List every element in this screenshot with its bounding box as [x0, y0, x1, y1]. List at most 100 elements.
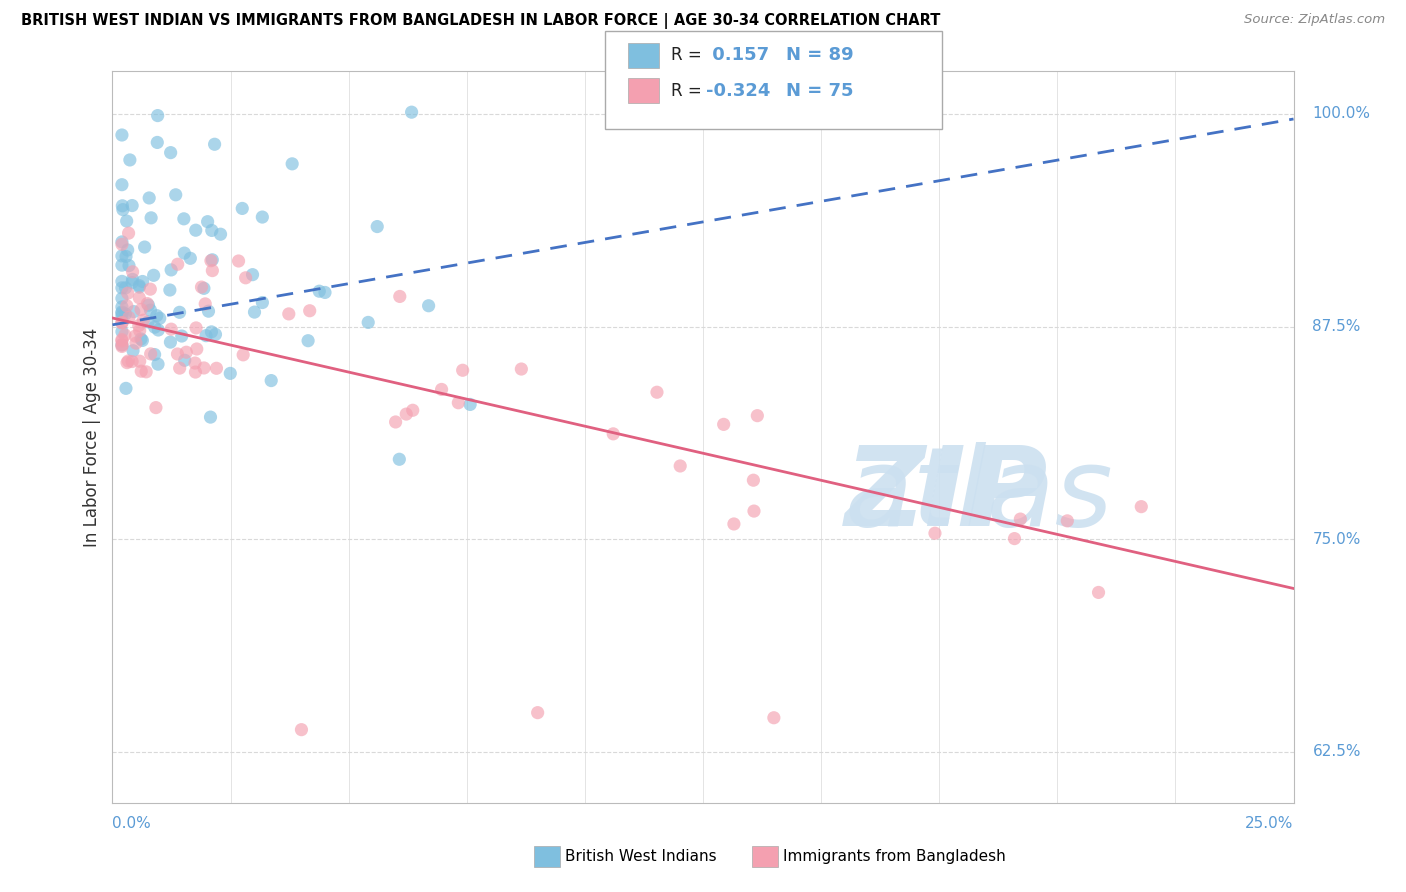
- Point: [176, 345, 198, 359]
- Point: [139, 282, 162, 296]
- Point: [118, 259, 141, 273]
- Point: [111, 291, 134, 305]
- Point: [195, 328, 218, 343]
- Point: [173, 211, 195, 226]
- Point: [128, 291, 150, 305]
- Point: [138, 191, 160, 205]
- Point: [204, 137, 226, 152]
- Point: [111, 178, 134, 192]
- Point: [1010, 512, 1032, 526]
- Point: [1004, 532, 1026, 546]
- Point: [129, 364, 152, 378]
- Text: 0.0%: 0.0%: [112, 816, 152, 831]
- Point: [742, 473, 765, 487]
- Point: [115, 299, 138, 313]
- Text: British West Indians: British West Indians: [565, 849, 717, 863]
- Point: [129, 332, 152, 346]
- Point: [111, 281, 134, 295]
- Point: [232, 348, 254, 362]
- Point: [111, 310, 134, 324]
- Point: [384, 415, 406, 429]
- Point: [1056, 514, 1078, 528]
- Point: [136, 315, 159, 329]
- Point: [231, 202, 253, 216]
- Point: [228, 254, 250, 268]
- Point: [197, 215, 219, 229]
- Text: BRITISH WEST INDIAN VS IMMIGRANTS FROM BANGLADESH IN LABOR FORCE | AGE 30-34 COR: BRITISH WEST INDIAN VS IMMIGRANTS FROM B…: [21, 13, 941, 29]
- Point: [139, 211, 162, 225]
- Point: [184, 356, 207, 370]
- Point: [260, 374, 283, 388]
- Point: [118, 153, 141, 167]
- Point: [143, 347, 166, 361]
- Point: [298, 303, 321, 318]
- Point: [166, 257, 188, 271]
- Point: [139, 303, 162, 318]
- Point: [117, 226, 139, 240]
- Point: [1087, 585, 1109, 599]
- Point: [128, 278, 150, 293]
- Point: [451, 363, 474, 377]
- Point: [252, 210, 274, 224]
- Point: [143, 320, 166, 334]
- Point: [114, 328, 136, 343]
- Point: [388, 289, 411, 303]
- Point: [314, 285, 336, 300]
- Point: [924, 526, 946, 541]
- Point: [219, 367, 242, 381]
- Point: [145, 309, 167, 323]
- Point: [111, 334, 134, 348]
- Point: [169, 305, 191, 319]
- Point: [111, 199, 134, 213]
- Point: [117, 286, 139, 301]
- Text: N = 89: N = 89: [786, 46, 853, 64]
- Point: [179, 252, 201, 266]
- Point: [122, 304, 145, 318]
- Point: [510, 362, 533, 376]
- Point: [111, 305, 134, 319]
- Point: [128, 318, 150, 333]
- Point: [252, 295, 274, 310]
- Point: [308, 284, 330, 298]
- Point: [115, 381, 138, 395]
- Point: [742, 504, 765, 518]
- Point: [128, 354, 150, 368]
- Point: [713, 417, 735, 432]
- Point: [111, 333, 134, 347]
- Point: [146, 136, 169, 150]
- Point: [159, 283, 181, 297]
- Point: [526, 706, 548, 720]
- Point: [184, 365, 207, 379]
- Point: [117, 354, 139, 368]
- Point: [290, 723, 312, 737]
- Point: [401, 105, 423, 120]
- Point: [149, 311, 172, 326]
- Point: [111, 306, 134, 320]
- Point: [242, 268, 264, 282]
- Point: [209, 227, 232, 242]
- Text: Source: ZipAtlas.com: Source: ZipAtlas.com: [1244, 13, 1385, 27]
- Point: [281, 157, 304, 171]
- Point: [111, 300, 134, 314]
- Text: atlas: atlas: [845, 442, 1114, 549]
- Point: [121, 276, 143, 290]
- Point: [201, 223, 224, 237]
- Point: [115, 249, 138, 263]
- Point: [1130, 500, 1153, 514]
- Text: 87.5%: 87.5%: [1312, 319, 1361, 334]
- Text: Immigrants from Bangladesh: Immigrants from Bangladesh: [783, 849, 1005, 863]
- Point: [114, 307, 136, 321]
- Point: [148, 323, 170, 337]
- Y-axis label: In Labor Force | Age 30-34: In Labor Force | Age 30-34: [83, 327, 101, 547]
- Point: [115, 214, 138, 228]
- Point: [186, 342, 208, 356]
- Text: ZIP: ZIP: [845, 442, 1049, 549]
- Point: [134, 240, 156, 254]
- Point: [117, 243, 139, 257]
- Point: [111, 338, 134, 352]
- Point: [111, 316, 134, 330]
- Text: N = 75: N = 75: [786, 82, 853, 100]
- Point: [115, 356, 138, 370]
- Point: [602, 426, 624, 441]
- Point: [194, 297, 217, 311]
